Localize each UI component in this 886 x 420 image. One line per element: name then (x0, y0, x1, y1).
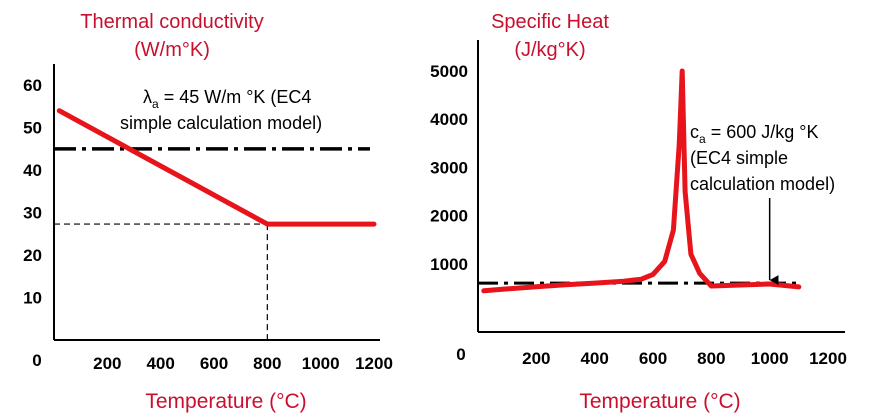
left-guide-lines (54, 223, 268, 340)
right-y-tick-label: 1000 (430, 255, 468, 274)
left-x-tick-label: 600 (200, 354, 228, 373)
right-annotation-line2: (EC4 simple (690, 148, 788, 168)
right-x-tick-label: 200 (522, 349, 550, 368)
right-x-axis-label: Temperature (°C) (579, 390, 740, 413)
left-x-tick-label: 1200 (355, 354, 393, 373)
right-annotation-line3: calculation model) (690, 174, 835, 194)
left-annotation-line1: λa = 45 W/m °K (EC4 (143, 87, 311, 111)
right-x-tick-label: 800 (697, 349, 725, 368)
right-x-tick-label: 1000 (751, 349, 789, 368)
left-x-axis-label: Temperature (°C) (145, 390, 306, 413)
left-y-tick-label: 30 (23, 204, 42, 223)
right-chart-unit: (J/kg°K) (514, 39, 585, 61)
left-y-tick-label: 60 (23, 76, 42, 95)
left-annotation-line2: simple calculation model) (120, 113, 322, 133)
right-specific-heat-curve (481, 68, 802, 294)
right-chart-title: Specific Heat (491, 11, 609, 33)
thermal-conductivity-panel: Thermal conductivity (W/m°K) 10 20 30 40 50 6… (23, 11, 393, 413)
left-origin-label: 0 (32, 351, 41, 370)
left-conductivity-curve (56, 108, 377, 227)
left-chart-unit: (W/m°K) (134, 39, 210, 61)
left-x-tick-label: 200 (93, 354, 121, 373)
left-y-tick-label: 50 (23, 119, 42, 138)
left-x-tick-labels: 200 400 600 800 1000 1200 (93, 354, 393, 373)
right-y-tick-label: 5000 (430, 62, 468, 81)
left-x-tick-label: 1000 (302, 354, 340, 373)
right-annotation-line1: ca = 600 J/kg °K (690, 122, 818, 146)
specific-heat-panel: Specific Heat (J/kg°K) 10002000300040005… (430, 11, 847, 413)
right-y-tick-label: 4000 (430, 110, 468, 129)
right-x-tick-label: 400 (580, 349, 608, 368)
right-y-tick-labels: 1000 2000 3000 4000 5000 (430, 62, 468, 274)
left-x-tick-label: 800 (253, 354, 281, 373)
right-y-tick-label: 3000 (430, 158, 468, 177)
left-y-tick-labels: 10 20 30 40 50 60 (23, 76, 42, 307)
right-x-tick-label: 600 (639, 349, 667, 368)
left-y-tick-label: 40 (23, 161, 42, 180)
right-y-tick-label: 2000 (430, 207, 468, 226)
right-x-tick-label: 1200 (809, 349, 847, 368)
left-chart-title: Thermal conductivity (80, 11, 263, 33)
right-origin-label: 0 (456, 345, 465, 364)
left-y-tick-label: 20 (23, 246, 42, 265)
left-y-tick-label: 10 (23, 289, 42, 308)
right-x-tick-labels: 200 400 600 800 1000 1200 (522, 349, 847, 368)
left-x-tick-label: 400 (146, 354, 174, 373)
